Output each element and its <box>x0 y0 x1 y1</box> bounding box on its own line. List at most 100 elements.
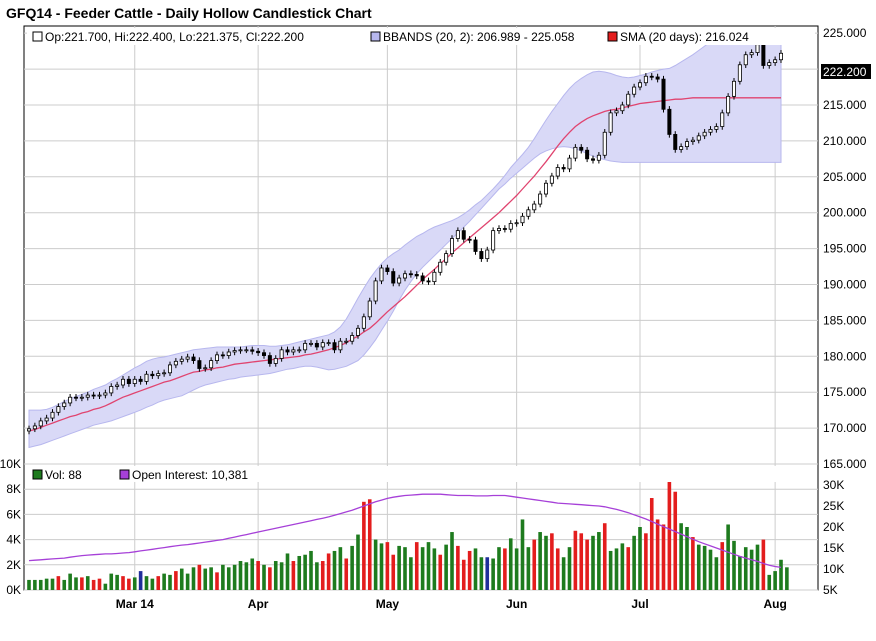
candle <box>350 332 355 345</box>
candle-body <box>538 193 543 205</box>
volume-bar <box>649 498 654 590</box>
volume-bar <box>27 579 31 590</box>
candle-body <box>420 275 425 282</box>
candle-body <box>379 267 384 282</box>
vol-legend-swatch <box>32 469 43 480</box>
volume-bar <box>115 574 119 590</box>
candlesticks <box>26 41 784 435</box>
volume-left-tick-label: 2K <box>6 558 21 572</box>
candle <box>561 164 566 173</box>
candle <box>220 351 225 359</box>
candle-body <box>103 392 108 396</box>
candle <box>573 144 578 162</box>
candle-body <box>138 378 143 382</box>
candle <box>344 337 349 345</box>
volume-bar <box>338 547 343 590</box>
candle-body <box>332 342 337 351</box>
candle <box>538 190 543 208</box>
volume-bar <box>755 544 760 590</box>
candle <box>720 109 725 130</box>
candle <box>585 146 590 163</box>
candle <box>402 270 407 282</box>
candle-body <box>426 280 431 283</box>
candle <box>314 340 319 351</box>
candle <box>355 325 360 339</box>
candle-body <box>732 80 737 97</box>
candle <box>655 73 660 83</box>
candle-body <box>273 358 278 364</box>
candle-body <box>238 349 243 352</box>
candle-body <box>720 112 725 127</box>
price-tick-label: 180.000 <box>823 349 867 363</box>
candle <box>420 272 425 285</box>
volume-bar <box>397 545 401 590</box>
candle-body <box>620 104 625 112</box>
volume-bar <box>303 554 307 590</box>
candle-body <box>502 228 507 230</box>
candle <box>332 339 337 354</box>
candle-body <box>455 230 460 239</box>
candle-body <box>649 75 654 78</box>
volume-bar <box>403 547 407 590</box>
candle <box>432 269 437 285</box>
open-interest-line <box>28 493 782 569</box>
candle-body <box>402 273 407 279</box>
candle-body <box>121 378 126 386</box>
candle <box>214 351 219 364</box>
volume-bar <box>132 577 137 590</box>
candle-body <box>279 349 284 359</box>
candle <box>185 353 190 363</box>
x-tick-label: Apr <box>248 597 269 611</box>
volume-bar <box>444 544 448 590</box>
candle <box>496 225 501 234</box>
volume-bar <box>291 561 296 590</box>
volume-right-tick-label: 25K <box>823 499 844 513</box>
volume-bar <box>326 553 331 590</box>
candle-body <box>567 157 572 170</box>
sma-20-line <box>28 97 781 432</box>
volume-bar <box>409 557 413 590</box>
candle-body <box>197 360 202 369</box>
candle <box>79 393 84 402</box>
volume-bar <box>179 568 184 590</box>
candle-body <box>74 396 79 399</box>
volume-bar <box>773 571 777 590</box>
last-price-label: 222.200 <box>823 65 867 79</box>
candle-body <box>385 267 390 272</box>
candle-body <box>162 372 167 375</box>
oi-legend-swatch <box>119 469 130 480</box>
candle-body <box>167 364 172 374</box>
candle-body <box>250 349 255 352</box>
candle <box>191 353 196 364</box>
candle-body <box>32 425 37 430</box>
candle-body <box>150 373 155 377</box>
candle <box>361 313 366 332</box>
candle <box>261 349 266 359</box>
volume-bar <box>456 545 460 590</box>
volume-bar <box>514 548 519 590</box>
volume-bar <box>191 567 196 590</box>
volume-left-tick-label: 10K <box>0 457 21 471</box>
candle <box>144 371 149 385</box>
volume-bar <box>367 499 372 590</box>
candle <box>414 271 419 280</box>
candle-body <box>473 239 478 252</box>
volume-bar <box>602 523 607 590</box>
volume-bar <box>450 532 454 590</box>
candle-body <box>68 396 73 404</box>
candle <box>426 277 431 285</box>
candle-body <box>214 354 219 362</box>
candle <box>56 403 61 416</box>
candle <box>767 59 772 69</box>
volume-bar <box>350 545 354 590</box>
candle <box>737 61 742 85</box>
candle-body <box>56 406 61 413</box>
volume-bar <box>221 564 225 590</box>
volume-bars <box>27 480 789 590</box>
candle <box>632 83 637 98</box>
volume-bar <box>38 579 43 590</box>
volume-bar <box>579 533 584 590</box>
volume-bar <box>479 557 484 590</box>
candle-body <box>773 59 778 64</box>
candle-body <box>320 342 325 348</box>
